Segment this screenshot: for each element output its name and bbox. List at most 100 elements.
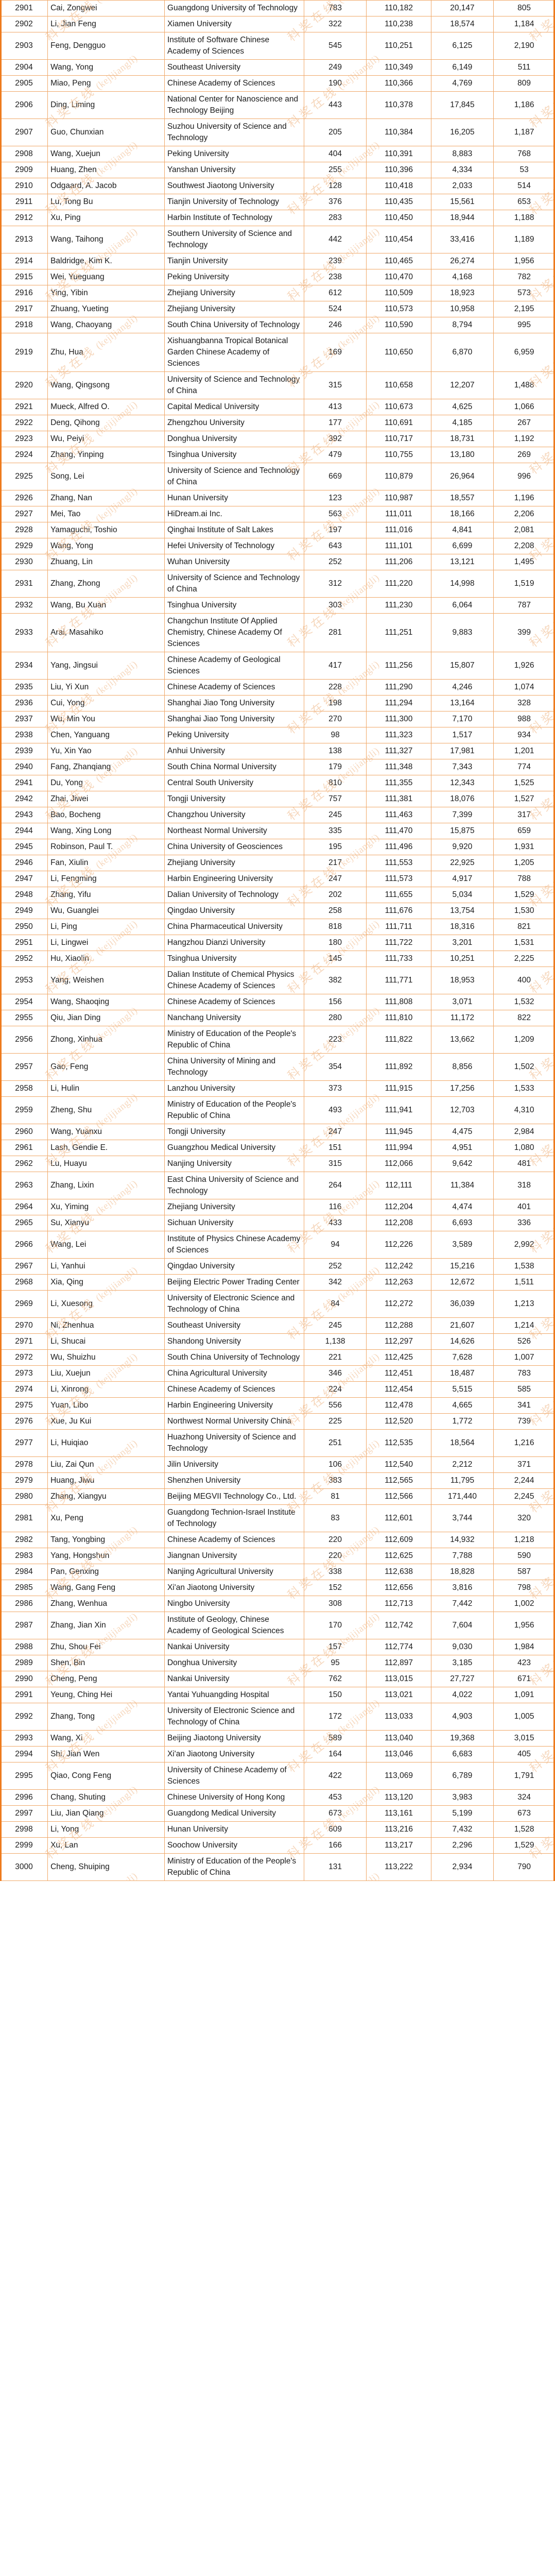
rank-cell: 2939 [0, 743, 48, 759]
rank-cell: 2962 [0, 1156, 48, 1172]
table-row: 2930 Zhuang, Lin Wuhan University 252 111,20… [0, 554, 555, 570]
organization-cell: Donghua University [164, 431, 304, 447]
organization-cell: Zhejiang University [164, 285, 304, 301]
value2-cell: 111,463 [366, 807, 431, 823]
value1-cell: 376 [303, 194, 367, 210]
value1-cell: 157 [303, 1639, 367, 1655]
value1-cell: 757 [303, 791, 367, 807]
organization-cell: Institute of Software Chinese Academy of… [164, 32, 304, 60]
value2-cell: 110,650 [366, 333, 431, 372]
organization-cell: Zhejiang University [164, 855, 304, 871]
organization-cell: Guangdong Medical University [164, 1805, 304, 1822]
value1-cell: 152 [303, 1580, 367, 1596]
name-cell: Yeung, Ching Hei [47, 1687, 165, 1703]
value1-cell: 172 [303, 1703, 367, 1731]
value4-cell: 4,310 [493, 1096, 555, 1124]
value3-cell: 2,212 [430, 1456, 494, 1473]
value2-cell: 110,251 [366, 32, 431, 60]
table-row: 2995 Qiao, Cong Feng University of Chinese… [0, 1762, 555, 1790]
value4-cell: 996 [493, 463, 555, 490]
table-row: 2929 Wang, Yong Hefei University of Techno… [0, 538, 555, 554]
name-cell: Li, Ping [47, 919, 165, 935]
value1-cell: 198 [303, 695, 367, 711]
value2-cell: 111,808 [366, 994, 431, 1010]
value1-cell: 177 [303, 415, 367, 431]
organization-cell: Dalian University of Technology [164, 887, 304, 903]
value2-cell: 110,987 [366, 490, 431, 506]
value1-cell: 673 [303, 1805, 367, 1822]
organization-cell: Peking University [164, 269, 304, 285]
name-cell: Cheng, Shuiping [47, 1853, 165, 1881]
organization-cell: China University of Mining and Technolog… [164, 1053, 304, 1081]
organization-cell: Jilin University [164, 1456, 304, 1473]
value1-cell: 228 [303, 679, 367, 696]
rank-cell: 2902 [0, 16, 48, 32]
rank-cell: 2977 [0, 1429, 48, 1457]
value1-cell: 563 [303, 506, 367, 522]
value3-cell: 171,440 [430, 1488, 494, 1505]
value2-cell: 113,021 [366, 1687, 431, 1703]
table-row: 2993 Wang, Xi Beijing Jiaotong University 5… [0, 1730, 555, 1747]
value2-cell: 110,465 [366, 253, 431, 269]
value1-cell: 224 [303, 1381, 367, 1398]
value4-cell: 1,214 [493, 1317, 555, 1334]
table-row: 2982 Tang, Yongbing Chinese Academy of Sci… [0, 1532, 555, 1548]
value1-cell: 609 [303, 1821, 367, 1838]
organization-cell: Capital Medical University [164, 399, 304, 415]
rank-cell: 2976 [0, 1413, 48, 1430]
name-cell: Wang, Yuanxu [47, 1124, 165, 1140]
value3-cell: 22,925 [430, 855, 494, 871]
name-cell: Li, Fengming [47, 871, 165, 887]
value4-cell: 653 [493, 194, 555, 210]
name-cell: Wu, Min You [47, 711, 165, 727]
value2-cell: 110,879 [366, 463, 431, 490]
name-cell: Yuan, Libo [47, 1397, 165, 1414]
value1-cell: 308 [303, 1596, 367, 1612]
value2-cell: 113,216 [366, 1821, 431, 1838]
organization-cell: Zhejiang University [164, 1199, 304, 1215]
value2-cell: 111,470 [366, 823, 431, 839]
value2-cell: 112,111 [366, 1172, 431, 1199]
name-cell: Cheng, Peng [47, 1671, 165, 1687]
value2-cell: 112,520 [366, 1413, 431, 1430]
name-cell: Zhuang, Lin [47, 554, 165, 570]
value3-cell: 7,788 [430, 1548, 494, 1564]
value2-cell: 112,204 [366, 1199, 431, 1215]
value2-cell: 111,011 [366, 506, 431, 522]
table-row: 2952 Hu, Xiaolin Tsinghua University 145 111… [0, 951, 555, 967]
name-cell: Zhang, Wenhua [47, 1596, 165, 1612]
table-row: 2950 Li, Ping China Pharmaceutical Univers… [0, 919, 555, 935]
rank-cell: 2992 [0, 1703, 48, 1731]
value1-cell: 190 [303, 75, 367, 92]
name-cell: Li, Jian Feng [47, 16, 165, 32]
value3-cell: 2,033 [430, 178, 494, 194]
value1-cell: 106 [303, 1456, 367, 1473]
table-row: 2913 Wang, Taihong Southern University of … [0, 226, 555, 253]
value1-cell: 180 [303, 935, 367, 951]
value3-cell: 5,199 [430, 1805, 494, 1822]
rank-cell: 2967 [0, 1258, 48, 1275]
name-cell: Bao, Bocheng [47, 807, 165, 823]
name-cell: Wu, Peiyi [47, 431, 165, 447]
value1-cell: 205 [303, 118, 367, 146]
table-row: 2994 Shi, Jian Wen Xi'an Jiaotong Universi… [0, 1746, 555, 1762]
value2-cell: 112,226 [366, 1231, 431, 1259]
rank-cell: 2903 [0, 32, 48, 60]
value3-cell: 4,841 [430, 522, 494, 538]
name-cell: Zhu, Hua [47, 333, 165, 372]
name-cell: Arai, Masahiko [47, 613, 165, 652]
name-cell: Lu, Huayu [47, 1156, 165, 1172]
value3-cell: 3,816 [430, 1580, 494, 1596]
value1-cell: 810 [303, 775, 367, 791]
name-cell: Tang, Yongbing [47, 1532, 165, 1548]
organization-cell: China Pharmaceutical University [164, 919, 304, 935]
value4-cell: 53 [493, 162, 555, 178]
value2-cell: 112,540 [366, 1456, 431, 1473]
value3-cell: 16,205 [430, 118, 494, 146]
value2-cell: 111,220 [366, 570, 431, 598]
rank-cell: 2990 [0, 1671, 48, 1687]
value2-cell: 110,450 [366, 210, 431, 226]
organization-cell: Ministry of Education of the People's Re… [164, 1096, 304, 1124]
value4-cell: 2,225 [493, 951, 555, 967]
name-cell: Zhang, Jian Xin [47, 1612, 165, 1639]
